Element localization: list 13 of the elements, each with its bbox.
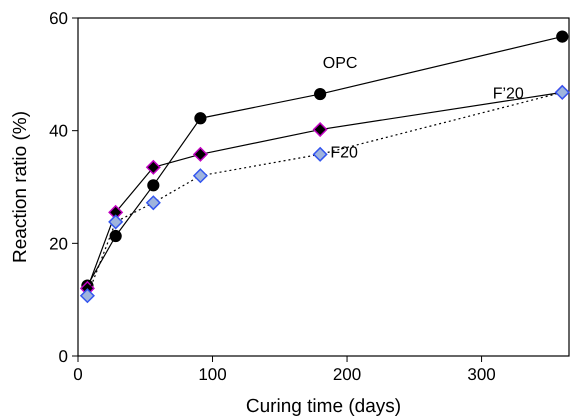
series-label: F20 (330, 144, 358, 162)
x-tick-label: 100 (198, 365, 227, 384)
series-label: OPC (322, 55, 358, 72)
x-axis-title: Curing time (days) (246, 396, 402, 417)
x-tick-label: 200 (332, 365, 362, 384)
series-label: F’20 (492, 85, 524, 102)
y-tick-label: 0 (58, 347, 68, 366)
y-tick-label: 40 (49, 122, 68, 141)
x-tick-label: 0 (73, 365, 83, 384)
y-tick-label: 20 (49, 234, 68, 254)
y-axis-title: Reaction ratio (%) (10, 110, 31, 264)
x-tick-label: 300 (467, 365, 496, 384)
y-tick-label: 60 (49, 9, 68, 28)
